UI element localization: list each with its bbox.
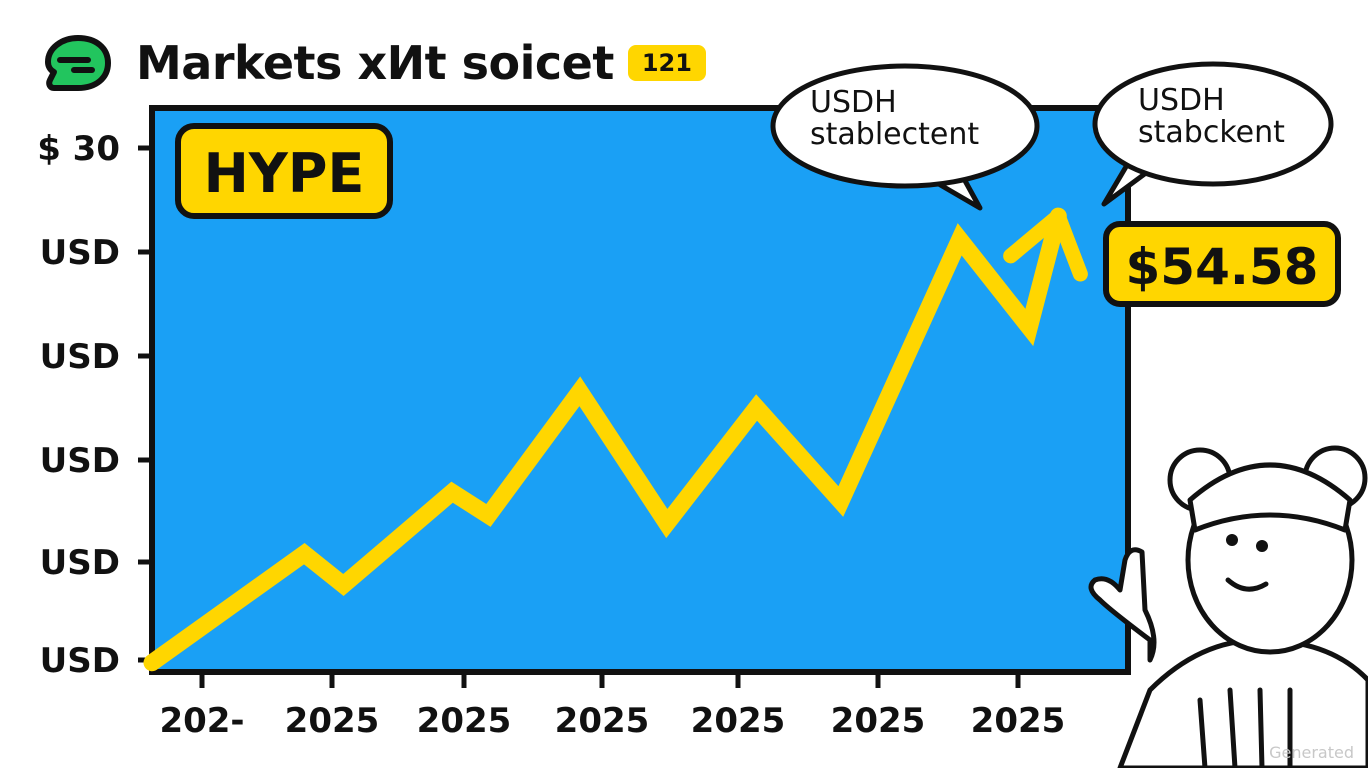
mascot-illustration xyxy=(1088,445,1368,768)
x-tick-label: 2025 xyxy=(831,701,926,741)
mascot-eye-left xyxy=(1226,534,1238,546)
series-label-badge xyxy=(175,123,393,219)
y-tick-label: USD xyxy=(40,441,120,481)
callout-title: USDH xyxy=(1138,83,1225,118)
callout-subtitle: stablectent xyxy=(810,117,979,152)
title-count-badge: 121 xyxy=(627,45,706,81)
x-tick-label: 2025 xyxy=(285,701,380,741)
y-tick-label: USD xyxy=(40,233,120,273)
y-tick-label: USD xyxy=(40,337,120,377)
line-arrowhead xyxy=(1003,208,1088,282)
callout-bubble xyxy=(1092,61,1334,187)
chart-title: Markets хИt soicet xyxy=(136,36,614,90)
series-label-text: HYPE xyxy=(204,142,365,205)
price-line xyxy=(143,207,1067,672)
x-tick-label: 2025 xyxy=(691,701,786,741)
mascot-eye-right xyxy=(1256,540,1268,552)
price-badge xyxy=(1103,221,1341,307)
x-tick-label: 2025 xyxy=(417,701,512,741)
callout-title: USDH xyxy=(810,85,897,120)
mascot-cap xyxy=(1187,462,1353,533)
x-tick-label: 202- xyxy=(159,701,244,741)
mascot-smile xyxy=(1225,577,1269,592)
callout-bubble xyxy=(770,63,1040,189)
x-tick-label: 2025 xyxy=(555,701,650,741)
price-badge-text: $54.58 xyxy=(1126,238,1319,296)
y-tick-label: USD xyxy=(40,543,120,583)
y-tick-label: $ 30 xyxy=(37,129,120,169)
y-tick-label: USD xyxy=(40,641,120,681)
x-tick-label: 2025 xyxy=(971,701,1066,741)
callout-subtitle: stabckent xyxy=(1138,115,1285,150)
mascot-shirt-stripes xyxy=(1197,687,1293,768)
watermark-text: Generated xyxy=(1269,743,1354,762)
chart-header: Markets хИt soicet 121 xyxy=(44,28,706,98)
green-blob-logo-icon xyxy=(45,35,111,91)
mascot-pointing-hand xyxy=(1088,547,1157,663)
